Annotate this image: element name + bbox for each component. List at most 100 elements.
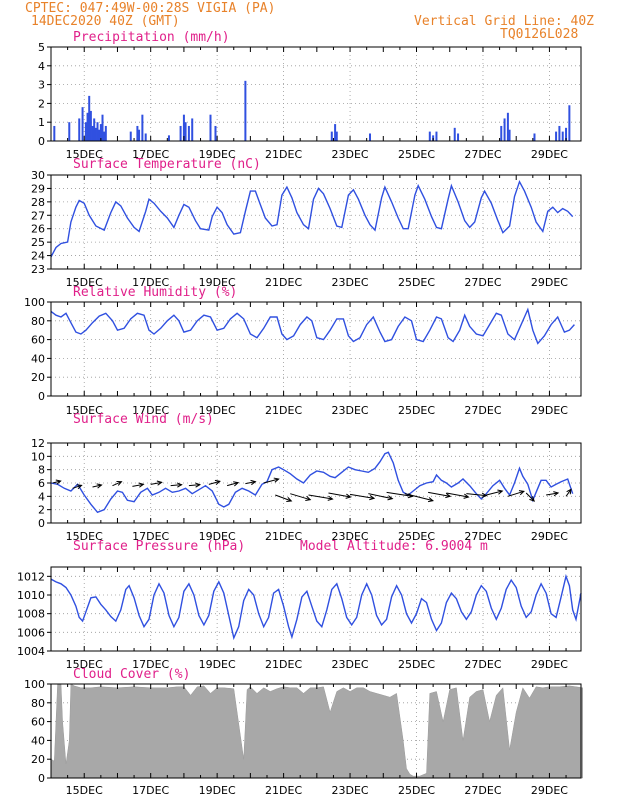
precip-bar bbox=[428, 131, 431, 141]
x-tick-label: 19DEC bbox=[199, 148, 236, 161]
y-tick-label: 5 bbox=[38, 41, 45, 54]
header-model: TQ0126L028 bbox=[500, 27, 578, 42]
series-line bbox=[50, 451, 574, 514]
precip-bar bbox=[187, 125, 190, 141]
wind-arrow-head bbox=[76, 484, 83, 490]
precip-bar bbox=[91, 125, 94, 141]
x-tick-label: 27DEC bbox=[464, 530, 501, 543]
precip-bar bbox=[565, 127, 568, 141]
wind-arrow-head bbox=[156, 480, 163, 486]
precip-bar bbox=[182, 114, 185, 141]
wind-arrow bbox=[386, 491, 413, 497]
x-tick-label: 17DEC bbox=[132, 404, 169, 417]
wind-arrow bbox=[72, 484, 82, 489]
wind-arrow bbox=[507, 490, 525, 497]
x-tick-label: 19DEC bbox=[199, 276, 236, 289]
x-tick-label: 29DEC bbox=[531, 658, 568, 671]
y-tick-label: 1012 bbox=[17, 570, 45, 583]
wind-arrow-head bbox=[327, 495, 334, 501]
x-tick-label: 17DEC bbox=[132, 784, 169, 797]
y-tick-label: 30 bbox=[31, 169, 45, 182]
x-tick-label: 15DEC bbox=[66, 276, 103, 289]
x-tick-label: 23DEC bbox=[332, 530, 369, 543]
wind-arrow bbox=[486, 490, 503, 496]
wind-arrow-head bbox=[286, 497, 293, 502]
x-tick-label: 23DEC bbox=[332, 404, 369, 417]
y-tick-label: 0 bbox=[38, 772, 45, 785]
x-tick-label: 15DEC bbox=[66, 148, 103, 161]
header-station: CPTEC: 047:49W-00:28S VIGIA (PA) bbox=[25, 1, 275, 16]
plot-frame bbox=[50, 566, 582, 652]
precip-bar bbox=[129, 131, 132, 141]
x-tick-label: 19DEC bbox=[199, 404, 236, 417]
precip-bar bbox=[167, 135, 170, 141]
wind-arrow bbox=[263, 478, 279, 484]
x-tick-label: 29DEC bbox=[531, 276, 568, 289]
y-tick-label: 40 bbox=[31, 734, 45, 747]
precip-bar bbox=[136, 125, 139, 141]
wind-arrow bbox=[170, 484, 182, 487]
y-tick-label: 1006 bbox=[17, 626, 45, 639]
x-tick-label: 19DEC bbox=[199, 784, 236, 797]
wind-arrow bbox=[92, 484, 102, 488]
wind-arrow bbox=[290, 493, 311, 501]
y-tick-label: 25 bbox=[31, 236, 45, 249]
x-tick-label: 29DEC bbox=[531, 530, 568, 543]
wind-arrow-head bbox=[214, 479, 221, 485]
wind-arrow bbox=[52, 480, 61, 484]
y-tick-label: 100 bbox=[24, 678, 45, 691]
wind-arrow bbox=[132, 483, 144, 487]
precip-bar bbox=[103, 131, 106, 141]
precip-bar bbox=[184, 122, 187, 141]
precip-bar bbox=[334, 124, 337, 141]
x-tick-label: 25DEC bbox=[398, 404, 435, 417]
y-tick-label: 8 bbox=[38, 464, 45, 477]
precip-bar bbox=[96, 122, 99, 141]
precip-bar bbox=[555, 131, 558, 141]
y-tick-label: 23 bbox=[31, 263, 45, 276]
y-tick-label: 29 bbox=[31, 182, 45, 195]
precip-bar bbox=[561, 131, 564, 141]
x-tick-label: 23DEC bbox=[332, 276, 369, 289]
x-tick-label: 15DEC bbox=[66, 404, 103, 417]
x-tick-label: 21DEC bbox=[265, 276, 302, 289]
plot-frame bbox=[50, 174, 582, 270]
y-tick-label: 28 bbox=[31, 196, 45, 209]
wind-arrow-head bbox=[138, 482, 145, 488]
wind-arrow-head bbox=[529, 496, 535, 502]
wind-arrow-head bbox=[273, 477, 280, 483]
x-tick-label: 21DEC bbox=[265, 530, 302, 543]
y-tick-label: 4 bbox=[38, 490, 45, 503]
wind-arrow bbox=[565, 489, 572, 497]
wind-arrow-head bbox=[369, 495, 376, 501]
y-tick-label: 0 bbox=[38, 390, 45, 403]
y-tick-label: 1004 bbox=[17, 645, 45, 658]
wind-arrow bbox=[150, 481, 162, 485]
wind-arrow bbox=[525, 492, 535, 502]
x-tick-label: 25DEC bbox=[398, 658, 435, 671]
precip-bar bbox=[81, 107, 84, 141]
wind-arrow-head bbox=[497, 489, 504, 495]
panel-title: Cloud Cover (%) bbox=[73, 667, 190, 682]
precip-bar bbox=[93, 118, 96, 141]
y-tick-label: 1008 bbox=[17, 608, 45, 621]
x-tick-label: 21DEC bbox=[265, 784, 302, 797]
x-tick-label: 17DEC bbox=[132, 530, 169, 543]
y-tick-label: 24 bbox=[31, 250, 45, 263]
x-tick-label: 19DEC bbox=[199, 658, 236, 671]
wind-arrow-head bbox=[566, 488, 572, 495]
wind-arrow-head bbox=[55, 479, 62, 485]
precip-bar bbox=[98, 129, 101, 141]
y-tick-label: 40 bbox=[31, 352, 45, 365]
precip-bar bbox=[500, 125, 503, 141]
panel-title: Surface Temperature (nC) bbox=[73, 157, 261, 172]
precip-bar bbox=[53, 125, 56, 141]
precip-bar bbox=[330, 131, 333, 141]
wind-arrow-head bbox=[481, 492, 488, 498]
precip-bar bbox=[335, 131, 338, 141]
plot-frame bbox=[50, 683, 582, 779]
precip-bar bbox=[368, 133, 371, 141]
